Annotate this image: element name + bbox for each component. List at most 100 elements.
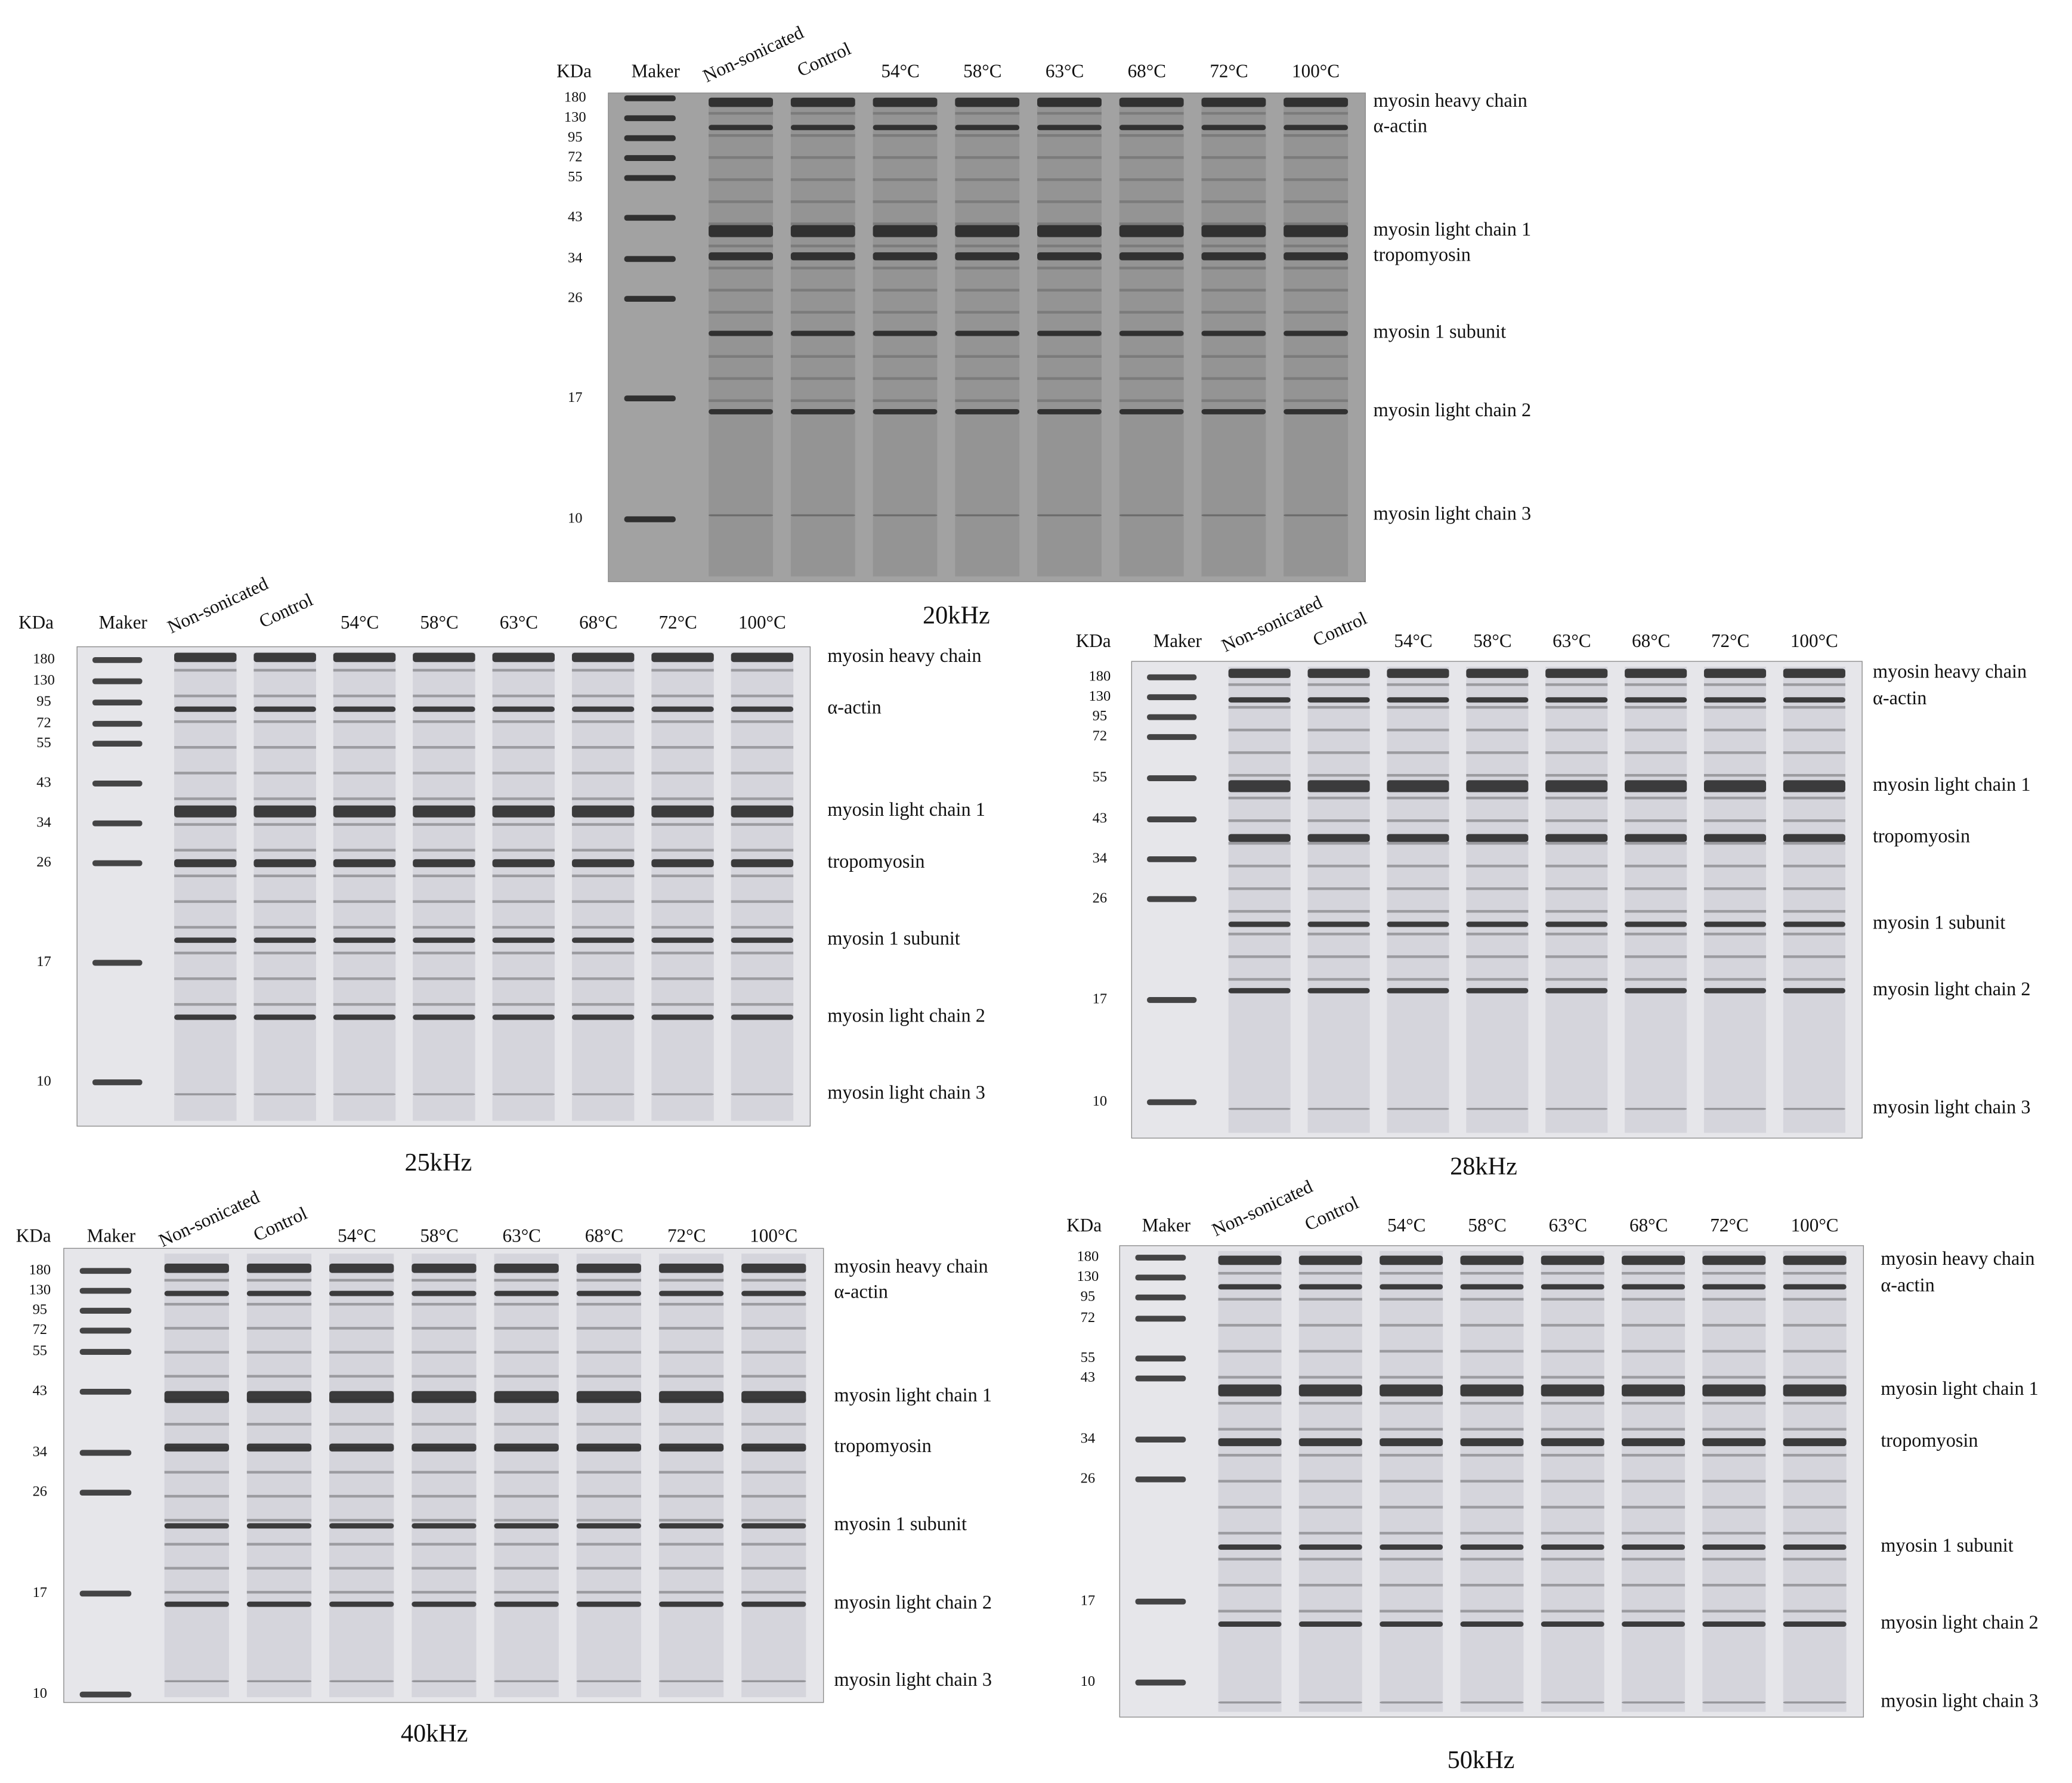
faint-band bbox=[873, 134, 938, 137]
marker-label: 34 bbox=[36, 814, 51, 830]
faint-band bbox=[741, 1471, 806, 1474]
protein-band bbox=[329, 1443, 394, 1452]
protein-band bbox=[494, 1290, 559, 1296]
protein-band bbox=[1201, 408, 1266, 414]
faint-band bbox=[492, 772, 555, 775]
faint-band bbox=[741, 1351, 806, 1354]
faint-band bbox=[1460, 1376, 1524, 1379]
faint-band bbox=[1284, 333, 1349, 336]
protein-band bbox=[1622, 1255, 1686, 1265]
protein-band bbox=[333, 1014, 396, 1020]
band-label: myosin heavy chain bbox=[1881, 1248, 2034, 1269]
faint-band bbox=[494, 1279, 559, 1282]
faint-band bbox=[1298, 1479, 1362, 1483]
faint-band bbox=[1298, 1454, 1362, 1457]
faint-band bbox=[246, 1567, 312, 1570]
marker-label: 72 bbox=[36, 714, 51, 730]
lane bbox=[1703, 666, 1767, 1133]
faint-band bbox=[790, 134, 855, 137]
faint-band bbox=[1783, 1531, 1847, 1535]
protein-band bbox=[413, 1093, 475, 1095]
faint-band bbox=[873, 311, 938, 314]
faint-band bbox=[1622, 1298, 1686, 1301]
marker-label: 95 bbox=[1081, 1288, 1095, 1304]
protein-band bbox=[651, 1014, 714, 1020]
faint-band bbox=[333, 720, 396, 723]
lane bbox=[741, 1253, 806, 1698]
protein-band bbox=[174, 1014, 237, 1020]
protein-band bbox=[413, 859, 475, 868]
protein-band bbox=[253, 859, 316, 868]
protein-band bbox=[1541, 1284, 1604, 1290]
faint-band bbox=[1783, 865, 1845, 868]
lane-label: 72°C bbox=[658, 612, 697, 633]
faint-band bbox=[1460, 1479, 1524, 1483]
protein-band bbox=[164, 1263, 229, 1273]
faint-band bbox=[1387, 842, 1449, 845]
protein-band bbox=[164, 1443, 229, 1452]
lane bbox=[253, 652, 316, 1121]
protein-band bbox=[709, 252, 774, 261]
faint-band bbox=[1545, 910, 1608, 913]
faint-band bbox=[246, 1494, 312, 1498]
lane bbox=[1541, 1250, 1604, 1712]
protein-band bbox=[1703, 921, 1767, 927]
faint-band bbox=[333, 746, 396, 749]
faint-band bbox=[413, 900, 475, 903]
protein-band bbox=[333, 1093, 396, 1095]
protein-band bbox=[1298, 1701, 1362, 1704]
lane-label: 58°C bbox=[420, 1225, 458, 1246]
faint-band bbox=[1466, 865, 1529, 868]
faint-band bbox=[1783, 933, 1845, 936]
faint-band bbox=[1783, 887, 1845, 890]
marker-label: 72 bbox=[568, 149, 582, 165]
faint-band bbox=[1218, 1349, 1282, 1353]
lane-label: 63°C bbox=[500, 612, 538, 633]
lane bbox=[1460, 1250, 1524, 1712]
faint-band bbox=[658, 1279, 724, 1282]
marker-label: 17 bbox=[36, 954, 51, 970]
protein-band bbox=[955, 225, 1020, 237]
faint-band bbox=[1119, 289, 1184, 292]
faint-band bbox=[1466, 728, 1529, 732]
faint-band bbox=[1380, 1583, 1443, 1587]
lane-label: 63°C bbox=[1046, 61, 1084, 82]
faint-band bbox=[1298, 1376, 1362, 1379]
lane-label: 63°C bbox=[503, 1225, 541, 1246]
faint-band bbox=[1703, 705, 1767, 709]
marker-band bbox=[92, 860, 143, 866]
faint-band bbox=[333, 849, 396, 852]
faint-band bbox=[1783, 1349, 1847, 1353]
faint-band bbox=[1466, 842, 1529, 845]
faint-band bbox=[1625, 819, 1687, 822]
faint-band bbox=[164, 1590, 229, 1594]
faint-band bbox=[955, 156, 1020, 159]
protein-band bbox=[1545, 1107, 1608, 1110]
faint-band bbox=[1284, 311, 1349, 314]
protein-band bbox=[1218, 1438, 1282, 1447]
faint-band bbox=[1380, 1609, 1443, 1613]
faint-band bbox=[1783, 728, 1845, 732]
protein-band bbox=[174, 859, 237, 868]
faint-band bbox=[576, 1423, 641, 1426]
faint-band bbox=[1545, 728, 1608, 732]
faint-band bbox=[164, 1471, 229, 1474]
faint-band bbox=[1298, 1506, 1362, 1509]
marker-label: 43 bbox=[33, 1383, 47, 1399]
faint-band bbox=[164, 1423, 229, 1426]
protein-band bbox=[1307, 780, 1370, 793]
faint-band bbox=[651, 823, 714, 826]
marker-label: 10 bbox=[568, 510, 582, 526]
faint-band bbox=[164, 1279, 229, 1282]
marker-band bbox=[92, 678, 143, 685]
protein-band bbox=[1545, 834, 1608, 842]
faint-band bbox=[1228, 978, 1291, 981]
protein-band bbox=[253, 1014, 316, 1020]
protein-band bbox=[494, 1523, 559, 1529]
band-label: α-actin bbox=[1374, 114, 1427, 136]
faint-band bbox=[1625, 955, 1687, 958]
lane bbox=[731, 652, 794, 1121]
lane bbox=[333, 652, 396, 1121]
faint-band bbox=[1703, 865, 1767, 868]
faint-band bbox=[658, 1471, 724, 1474]
